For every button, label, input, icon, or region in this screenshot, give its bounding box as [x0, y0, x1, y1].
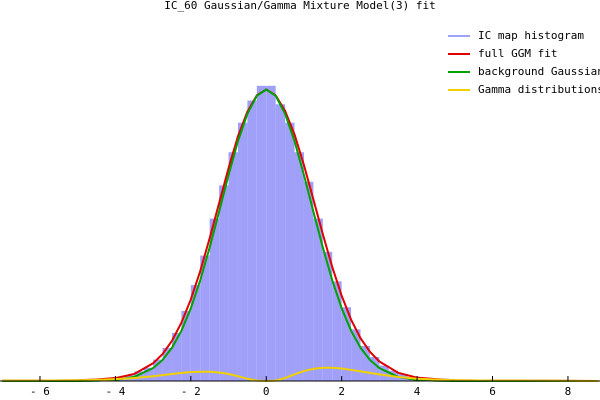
- histogram-bar: [341, 307, 352, 381]
- histogram-bar: [332, 281, 342, 381]
- histogram-bar: [369, 357, 380, 381]
- histogram-bar: [171, 333, 182, 381]
- histogram-bar: [134, 371, 144, 381]
- legend-label: background Gaussian: [478, 65, 600, 78]
- histogram-bar: [143, 367, 154, 381]
- x-tick-label: - 4: [105, 385, 125, 398]
- histogram-bar: [153, 359, 163, 381]
- histogram-bar: [303, 181, 314, 381]
- fit-line: [2, 88, 599, 382]
- histogram-bar: [247, 100, 257, 381]
- histogram-bar: [209, 218, 220, 381]
- x-tick-label: 2: [338, 385, 345, 398]
- histogram-bar: [219, 185, 229, 381]
- histogram-bar: [351, 329, 361, 381]
- histogram-bar: [322, 251, 333, 381]
- histogram-bar: [266, 85, 276, 382]
- histogram-bar: [181, 310, 191, 381]
- histogram-bar: [379, 365, 389, 381]
- histogram-bar: [190, 285, 201, 381]
- histogram-bar: [285, 122, 295, 381]
- x-tick-label: - 2: [181, 385, 201, 398]
- histogram-bar: [275, 104, 286, 381]
- legend-label: IC map histogram: [478, 29, 584, 42]
- x-tick-label: - 6: [30, 385, 50, 398]
- histogram-bar: [256, 85, 267, 382]
- histogram-bar: [162, 347, 172, 381]
- x-tick-label: 0: [263, 385, 270, 398]
- histogram-bar: [237, 122, 248, 381]
- x-tick-label: 4: [414, 385, 421, 398]
- histogram-bar: [228, 152, 238, 381]
- histogram-bar: [313, 218, 323, 381]
- legend-label: Gamma distributions: [478, 83, 600, 96]
- histogram-bar: [200, 255, 210, 381]
- histogram-bar: [294, 152, 304, 381]
- chart-title: IC_60 Gaussian/Gamma Mixture Model(3) fi…: [164, 0, 436, 12]
- histogram-bar: [360, 345, 370, 381]
- x-tick-label: 8: [565, 385, 572, 398]
- legend-label: full GGM fit: [478, 47, 557, 60]
- x-tick-label: 6: [489, 385, 496, 398]
